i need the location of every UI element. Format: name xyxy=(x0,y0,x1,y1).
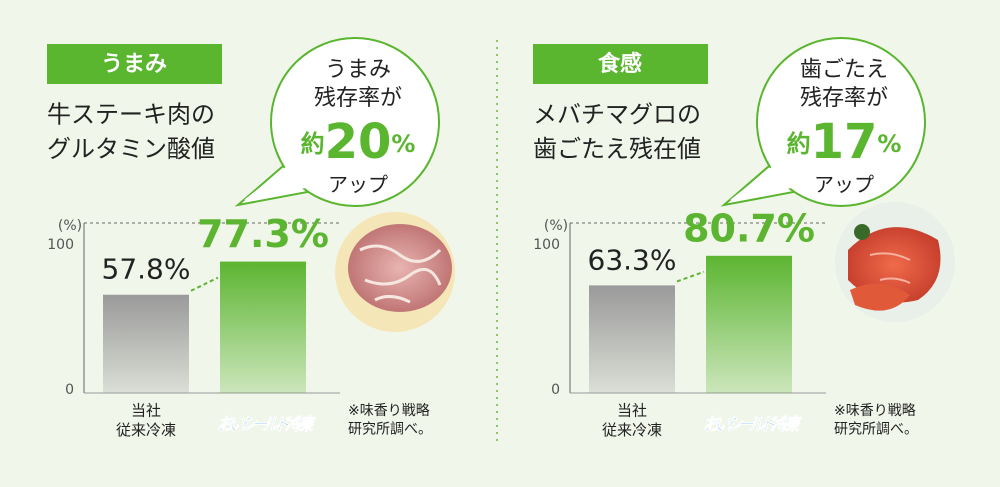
y-tick-label: 0 xyxy=(551,382,560,398)
y-axis-label: (%) xyxy=(544,218,568,234)
subtitle: 牛ステーキ肉のグルタミン酸値 xyxy=(47,100,215,163)
connector xyxy=(676,270,705,283)
bubble-number: 17 xyxy=(811,114,878,170)
value-label: 63.3% xyxy=(588,243,677,276)
tag-box xyxy=(533,44,708,84)
text-line: メバチマグロの xyxy=(533,100,701,128)
x-tick-label: おいシールド冷凍 xyxy=(217,415,316,435)
bubble-tail-cover xyxy=(244,162,316,200)
tuna-photo xyxy=(835,202,955,322)
text-line: 牛ステーキ肉の xyxy=(47,100,215,128)
bubble-lead: 歯ごたえ残存率が xyxy=(800,57,888,111)
bubble-prefix: 約 xyxy=(301,130,325,158)
text-line: 従来冷凍 xyxy=(602,420,662,438)
text-line: 当社 xyxy=(617,401,647,419)
bar xyxy=(706,255,792,393)
text-line: 残存率が xyxy=(800,86,888,111)
x-tick-label: 当社従来冷凍 xyxy=(602,401,662,439)
value-label: 80.7% xyxy=(683,206,815,250)
text-line: 歯ごたえ残在値 xyxy=(533,135,701,163)
text-line: うまみ xyxy=(325,57,391,82)
bubble-unit: % xyxy=(391,130,415,158)
text-line: 残存率が xyxy=(314,86,402,111)
bar xyxy=(589,285,675,393)
subtitle: メバチマグロの歯ごたえ残在値 xyxy=(533,100,701,163)
note: ※味香り戦略研究所調べ。 xyxy=(348,403,432,437)
text-line: 従来冷凍 xyxy=(116,420,176,438)
bubble xyxy=(270,37,440,207)
bubble-tail-text: アップ xyxy=(328,173,388,197)
text-line: 研究所調べ。 xyxy=(834,421,918,437)
text-line: ※味香り戦略 xyxy=(834,403,916,419)
tag-box xyxy=(47,44,222,84)
bubble-figure: 約20% xyxy=(301,114,416,170)
y-tick-label: 100 xyxy=(533,237,560,253)
tag: 食感 xyxy=(598,51,642,77)
y-tick-label: 100 xyxy=(47,237,74,253)
bubble xyxy=(756,37,926,207)
bubble-lead: うまみ残存率が xyxy=(314,57,402,111)
y-tick-label: 0 xyxy=(65,382,74,398)
x-tick-label: おいシールド冷凍 xyxy=(703,415,802,435)
chart: うまみ牛ステーキ肉のグルタミン酸値うまみ残存率が約20%アップ(%)010057… xyxy=(47,37,440,439)
bubble-tail-cover xyxy=(730,162,802,200)
text-line: グルタミン酸値 xyxy=(47,135,215,163)
text-line: 歯ごたえ xyxy=(800,57,888,82)
bubble-figure: 約17% xyxy=(787,114,902,170)
y-axis-label: (%) xyxy=(58,218,82,234)
meat-photo xyxy=(335,212,455,332)
bubble-unit: % xyxy=(877,130,901,158)
bar xyxy=(220,261,306,393)
connector xyxy=(190,276,219,292)
bar xyxy=(103,294,189,393)
text-line: 当社 xyxy=(131,401,161,419)
bubble-tail-text: アップ xyxy=(814,173,874,197)
bubble-prefix: 約 xyxy=(787,130,811,158)
tag: うまみ xyxy=(101,52,167,77)
value-label: 77.3% xyxy=(197,212,329,256)
x-tick-label: 当社従来冷凍 xyxy=(116,401,176,439)
text-line: 研究所調べ。 xyxy=(348,421,432,437)
text-line: ※味香り戦略 xyxy=(348,403,430,419)
value-label: 57.8% xyxy=(102,253,191,286)
note: ※味香り戦略研究所調べ。 xyxy=(834,403,918,437)
bubble-number: 20 xyxy=(325,114,392,170)
